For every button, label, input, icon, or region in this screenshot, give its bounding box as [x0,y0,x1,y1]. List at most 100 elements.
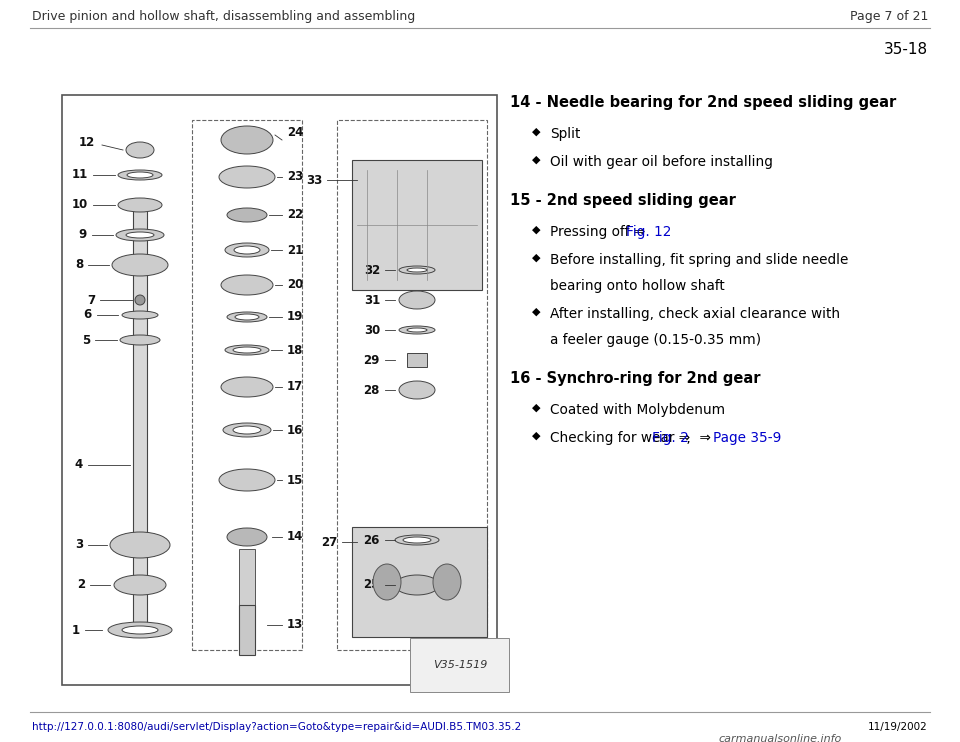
Bar [192,120,302,650]
Text: 24: 24 [287,125,303,139]
Ellipse shape [227,208,267,222]
Text: 5: 5 [82,333,90,347]
Bar [239,549,255,637]
Ellipse shape [219,166,275,188]
Text: 7: 7 [86,294,95,306]
Bar [62,95,497,685]
Text: ◆: ◆ [532,307,540,317]
Ellipse shape [227,312,267,322]
Text: 14: 14 [287,531,303,543]
Text: ,  ⇒: , ⇒ [683,431,716,445]
Ellipse shape [127,172,153,178]
Ellipse shape [227,528,267,546]
Text: 6: 6 [84,309,92,321]
Ellipse shape [219,469,275,491]
Bar [337,120,487,650]
Text: ◆: ◆ [532,253,540,263]
Ellipse shape [403,537,431,543]
Ellipse shape [395,535,439,545]
Text: 29: 29 [364,353,380,367]
Text: V35-1519: V35-1519 [433,660,487,670]
Ellipse shape [233,426,261,434]
Text: Split: Split [550,127,581,141]
Ellipse shape [234,246,260,254]
Text: Fig. 12: Fig. 12 [627,225,672,239]
Text: ◆: ◆ [532,127,540,137]
Ellipse shape [399,266,435,274]
Text: 4: 4 [75,459,83,471]
Text: 31: 31 [364,294,380,306]
Text: bearing onto hollow shaft: bearing onto hollow shaft [550,279,725,293]
Text: 32: 32 [364,263,380,277]
Text: Page 7 of 21: Page 7 of 21 [850,10,928,23]
Text: ◆: ◆ [532,403,540,413]
Text: http://127.0.0.1:8080/audi/servlet/Display?action=Goto&type=repair&id=AUDI.B5.TM: http://127.0.0.1:8080/audi/servlet/Displ… [32,722,521,732]
Text: 33: 33 [305,174,322,186]
Text: Page 35-9: Page 35-9 [713,431,781,445]
Text: Coated with Molybdenum: Coated with Molybdenum [550,403,725,417]
Text: 2: 2 [77,579,85,591]
Text: Oil with gear oil before installing: Oil with gear oil before installing [550,155,773,169]
Text: 15: 15 [287,473,303,487]
Text: 22: 22 [287,209,303,222]
Text: 13: 13 [287,619,303,631]
Ellipse shape [407,328,427,332]
Text: 1: 1 [72,623,80,637]
Text: 15 - 2nd speed sliding gear: 15 - 2nd speed sliding gear [510,193,736,208]
Text: 11: 11 [72,168,88,182]
Ellipse shape [221,126,273,154]
Text: carmanualsonline.info: carmanualsonline.info [718,734,842,742]
Text: 18: 18 [287,344,303,356]
Ellipse shape [399,381,435,399]
Ellipse shape [122,311,158,319]
Ellipse shape [399,291,435,309]
Text: 25: 25 [364,579,380,591]
Ellipse shape [118,198,162,212]
Text: 26: 26 [364,533,380,547]
Ellipse shape [118,170,162,180]
Text: 10: 10 [72,199,88,211]
Ellipse shape [225,243,269,257]
Text: 19: 19 [287,310,303,324]
Text: ◆: ◆ [532,225,540,235]
Text: ◆: ◆ [532,155,540,165]
Ellipse shape [395,575,439,595]
Ellipse shape [225,345,269,355]
Ellipse shape [126,142,154,158]
Text: 20: 20 [287,278,303,292]
Ellipse shape [235,314,259,320]
Text: 14 - Needle bearing for 2nd speed sliding gear: 14 - Needle bearing for 2nd speed slidin… [510,95,897,110]
Ellipse shape [221,275,273,295]
Text: 27: 27 [321,536,337,548]
Ellipse shape [120,335,160,345]
Bar [133,201,147,635]
Ellipse shape [407,268,427,272]
Bar [239,605,255,655]
Ellipse shape [223,423,271,437]
Ellipse shape [399,326,435,334]
Ellipse shape [116,229,164,241]
Text: 3: 3 [75,539,83,551]
Ellipse shape [433,564,461,600]
Text: Fig. 2: Fig. 2 [652,431,688,445]
Ellipse shape [233,347,261,353]
Ellipse shape [110,532,170,558]
Text: 35-18: 35-18 [884,42,928,57]
Text: Drive pinion and hollow shaft, disassembling and assembling: Drive pinion and hollow shaft, disassemb… [32,10,416,23]
Ellipse shape [373,564,401,600]
Ellipse shape [126,232,154,238]
Text: 12: 12 [79,136,95,148]
Text: Before installing, fit spring and slide needle: Before installing, fit spring and slide … [550,253,849,267]
Text: Pressing off ⇒: Pressing off ⇒ [550,225,650,239]
Ellipse shape [221,377,273,397]
Text: 16: 16 [287,424,303,436]
Bar [407,353,427,367]
Text: 8: 8 [75,258,83,272]
Text: 11/19/2002: 11/19/2002 [868,722,928,732]
Text: 30: 30 [364,324,380,337]
Text: 17: 17 [287,381,303,393]
Text: 9: 9 [79,229,87,241]
Ellipse shape [112,254,168,276]
Text: After installing, check axial clearance with: After installing, check axial clearance … [550,307,840,321]
Text: a feeler gauge (0.15-0.35 mm): a feeler gauge (0.15-0.35 mm) [550,333,761,347]
